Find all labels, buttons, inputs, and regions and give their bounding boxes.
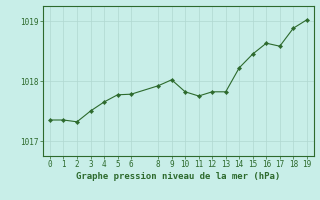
X-axis label: Graphe pression niveau de la mer (hPa): Graphe pression niveau de la mer (hPa) [76,172,281,181]
